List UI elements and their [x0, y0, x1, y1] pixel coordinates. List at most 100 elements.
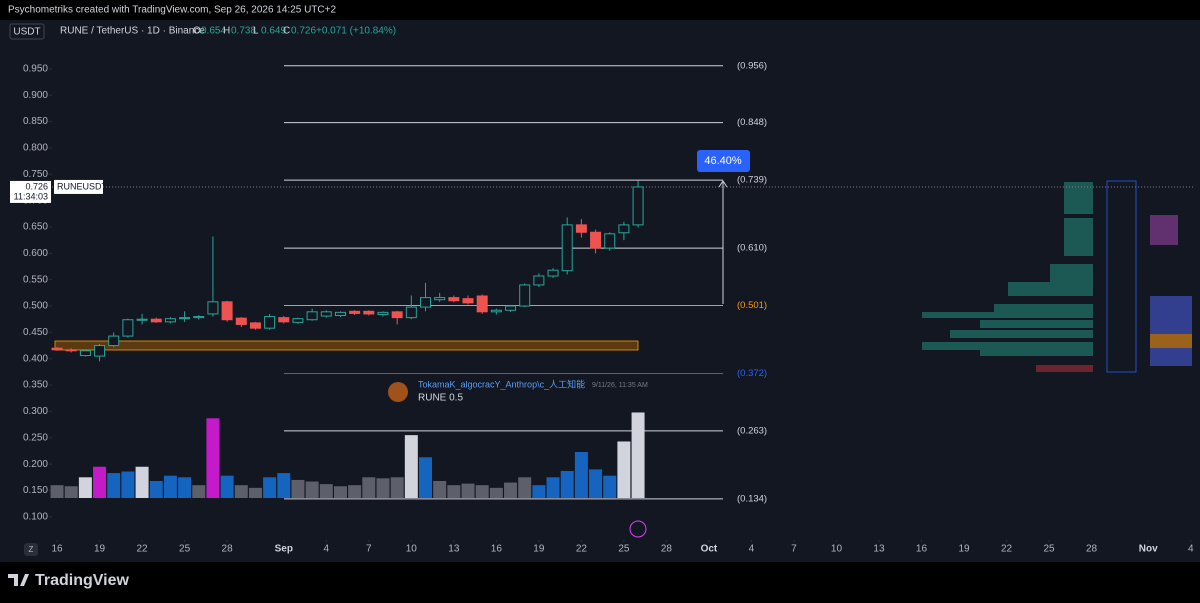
candle-body	[363, 310, 375, 315]
x-tick-label: 16	[51, 544, 63, 555]
x-tick-label: 19	[533, 544, 545, 555]
volume-bar	[504, 482, 518, 498]
x-tick-label: Oct	[701, 544, 718, 555]
volume-bar	[234, 485, 248, 498]
volume-bar	[220, 475, 234, 498]
vp-row	[950, 330, 1093, 338]
volume-bar	[263, 477, 277, 498]
candle-body	[476, 295, 488, 313]
x-tick-label: 13	[873, 544, 885, 555]
candle-body	[108, 335, 120, 347]
y-tick-label: 0.300	[23, 406, 48, 417]
volume-bar	[135, 466, 149, 498]
x-tick-label: 25	[179, 544, 191, 555]
ohlc-key: H	[223, 26, 230, 37]
volume-bar	[617, 441, 631, 498]
x-tick-label: 7	[791, 544, 797, 555]
price-tag-value: 0.726	[25, 181, 48, 191]
volume-bar	[121, 471, 135, 498]
x-tick-label: 25	[1043, 544, 1055, 555]
vp-column	[1150, 334, 1192, 348]
volume-bar	[163, 475, 177, 498]
symbol: RUNE / TetherUS · 1D · Binance	[60, 26, 205, 37]
x-tick-label: 7	[366, 544, 372, 555]
measure-box[interactable]	[697, 150, 750, 172]
y-tick-label: 0.900	[23, 90, 48, 101]
measure-arrow-head	[718, 180, 728, 188]
volume-bar	[532, 485, 546, 498]
y-tick-label: 0.400	[23, 353, 48, 364]
y-tick-label: 0.150	[23, 485, 48, 496]
y-tick-label: 0.850	[23, 116, 48, 127]
scale-button[interactable]	[24, 543, 38, 556]
volume-bar	[390, 477, 404, 498]
candle-body	[590, 231, 602, 249]
ohlc-key: O	[193, 26, 201, 37]
level-label: (0.372)	[737, 368, 767, 379]
vp-column	[1150, 296, 1192, 366]
x-tick-label: 28	[1086, 544, 1098, 555]
currency-box[interactable]	[9, 23, 45, 40]
y-tick-label: 0.250	[23, 432, 48, 443]
x-tick-label: 4	[749, 544, 755, 555]
comment-time: 9/11/26, 11:35 AM	[592, 382, 648, 389]
level-label: (0.501)	[737, 300, 767, 311]
x-tick-label: 28	[222, 544, 234, 555]
candle-body	[618, 224, 630, 234]
vp-row	[1036, 365, 1093, 372]
volume-bar	[93, 466, 107, 498]
ohlc-value: 0.649	[261, 26, 286, 37]
candle-body	[561, 224, 573, 272]
volume-bar	[546, 477, 560, 498]
vp-row	[980, 320, 1093, 328]
volume-bar	[78, 477, 92, 498]
comment-card[interactable]	[382, 377, 666, 409]
avatar	[388, 382, 408, 402]
candle-body	[264, 316, 276, 329]
x-tick-label: 28	[661, 544, 673, 555]
candle-body	[490, 309, 502, 313]
ohlc-key: L	[253, 26, 259, 37]
candle-body	[334, 311, 346, 317]
volume-bar	[489, 487, 503, 498]
candle-body	[533, 275, 545, 286]
volume-bar	[433, 480, 447, 498]
event-icon[interactable]	[629, 520, 647, 538]
candle-body	[632, 186, 644, 226]
volume-bar	[461, 483, 475, 498]
candle-body	[278, 317, 290, 323]
candle-body	[462, 298, 474, 304]
y-tick-label: 0.800	[23, 143, 48, 154]
candle-body	[434, 297, 446, 301]
x-tick-label: 10	[831, 544, 843, 555]
level-label: (0.263)	[737, 425, 767, 436]
price-tag-countdown: 11:34:03	[14, 191, 48, 201]
candle-body	[164, 318, 176, 323]
volume-bar	[206, 418, 220, 498]
vp-row	[922, 312, 1093, 318]
price-tag	[10, 180, 51, 203]
volume-bar	[107, 473, 121, 498]
level-label: (0.610)	[737, 243, 767, 254]
x-tick-label: 19	[958, 544, 970, 555]
credit: Psychometriks created with TradingView.c…	[8, 5, 336, 16]
candle-body	[391, 311, 403, 319]
ticker-tag	[54, 179, 103, 194]
volume-bar	[362, 477, 376, 498]
y-tick-label: 0.750	[23, 169, 48, 180]
candle-body	[65, 349, 77, 352]
volume-bar	[631, 412, 645, 498]
vp-row	[1064, 218, 1093, 256]
volume-bar	[376, 478, 390, 498]
volume-bar	[277, 473, 291, 498]
volume-bar	[333, 486, 347, 498]
x-tick-label: 22	[576, 544, 588, 555]
logo: TradingView	[35, 572, 130, 589]
level-label: (0.848)	[737, 117, 767, 128]
candle-body	[547, 269, 559, 277]
volume-bar	[348, 485, 362, 498]
volume-bar	[518, 477, 532, 498]
ohlc-value: 0.726	[291, 26, 316, 37]
y-tick-label: 0.200	[23, 459, 48, 470]
